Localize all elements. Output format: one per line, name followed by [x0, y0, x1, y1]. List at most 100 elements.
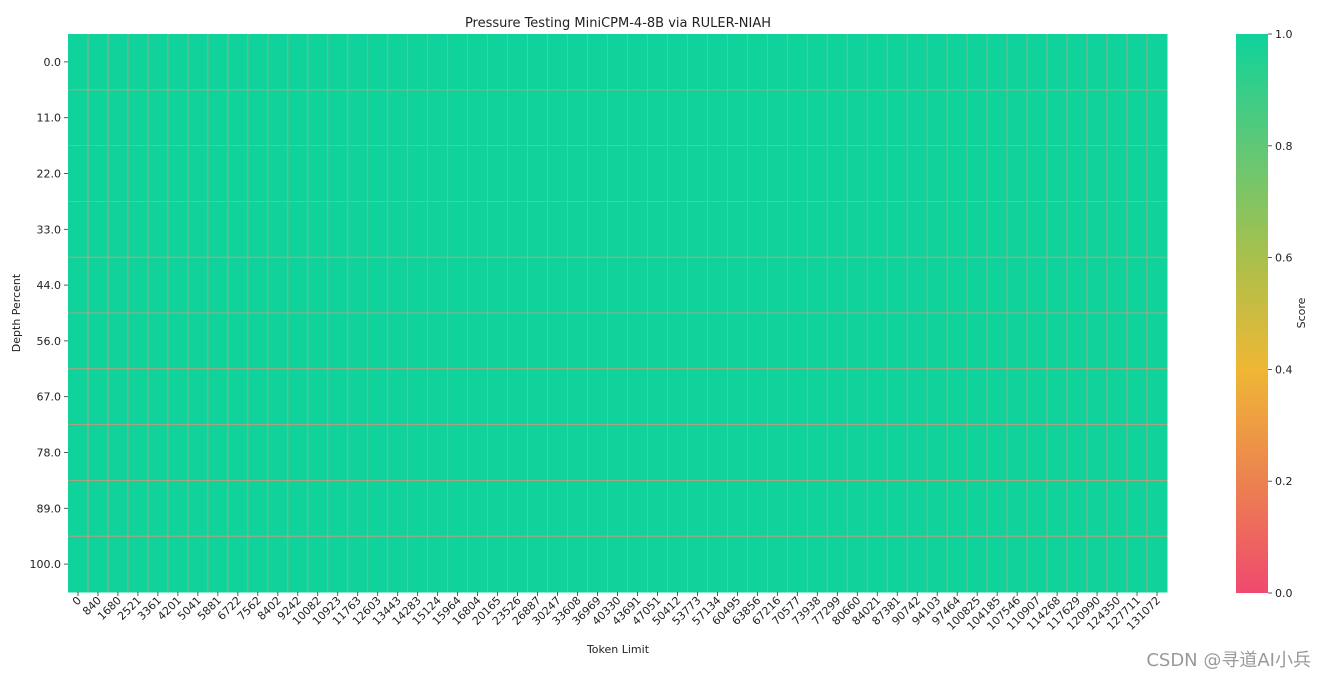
heatmap-cell	[1107, 424, 1128, 481]
heatmap-cell	[647, 424, 668, 481]
heatmap-cell	[367, 145, 389, 202]
heatmap-cell	[1047, 257, 1068, 314]
heatmap-cell	[267, 313, 289, 370]
heatmap-cell	[1027, 536, 1048, 593]
heatmap-cell	[467, 424, 489, 481]
heatmap-cell	[307, 480, 329, 537]
heatmap-cell	[847, 424, 868, 481]
heatmap-cell	[887, 201, 908, 258]
heatmap-cell	[207, 145, 229, 202]
heatmap-cell	[267, 201, 289, 258]
heatmap-cell	[587, 536, 609, 593]
heatmap-cell	[507, 480, 529, 537]
heatmap-cell	[1087, 257, 1108, 314]
heatmap-cell	[187, 368, 209, 426]
heatmap-cell	[127, 424, 149, 481]
heatmap-cell	[907, 34, 928, 91]
heatmap-cell	[1087, 536, 1108, 593]
heatmap-cell	[947, 201, 968, 258]
heatmap-cell	[1007, 536, 1028, 593]
heatmap-cell	[847, 313, 868, 370]
heatmap-cell	[667, 536, 688, 593]
heatmap-cell	[1147, 536, 1168, 593]
heatmap-cell	[1107, 201, 1128, 258]
heatmap-cell	[427, 257, 449, 314]
heatmap-cell	[947, 145, 968, 202]
heatmap-cell	[1027, 368, 1048, 426]
heatmap-cell	[267, 34, 289, 91]
heatmap-cell	[367, 313, 389, 370]
heatmap-cell	[1047, 34, 1068, 91]
heatmap-cell	[1067, 257, 1088, 314]
heatmap-cell	[1007, 368, 1028, 426]
heatmap-cell	[247, 257, 269, 314]
heatmap-cell	[887, 34, 908, 91]
heatmap-cell	[68, 201, 89, 258]
heatmap-cell	[307, 536, 329, 593]
heatmap-cell	[587, 313, 609, 370]
heatmap-cell	[707, 536, 728, 593]
heatmap-cell	[207, 480, 229, 537]
heatmap-cell	[327, 424, 349, 481]
y-tick-label: 78.0	[37, 447, 62, 460]
heatmap-cell	[367, 480, 389, 537]
y-tick-label: 89.0	[37, 502, 62, 515]
heatmap-cell	[867, 313, 888, 370]
heatmap-cell	[767, 536, 788, 593]
heatmap-cell	[707, 89, 728, 147]
heatmap-cell	[1147, 368, 1168, 426]
heatmap-cell	[68, 368, 89, 426]
heatmap-cell	[547, 257, 569, 314]
heatmap-cell	[927, 201, 948, 258]
heatmap-cell	[747, 368, 768, 426]
heatmap-cell	[107, 201, 129, 258]
heatmap-cell	[707, 480, 728, 537]
heatmap-cell	[347, 145, 369, 202]
heatmap-cell	[807, 89, 828, 147]
heatmap-cell	[907, 201, 928, 258]
heatmap-cell	[487, 424, 509, 481]
heatmap-cell	[827, 145, 848, 202]
heatmap-cell	[967, 89, 988, 147]
heatmap-cell	[907, 480, 928, 537]
heatmap-cell	[567, 145, 589, 202]
heatmap-cell	[747, 424, 768, 481]
heatmap-cell	[627, 480, 648, 537]
heatmap-cell	[487, 145, 509, 202]
heatmap-cell	[547, 480, 569, 537]
heatmap-cell	[147, 313, 169, 370]
heatmap-cell	[407, 89, 429, 147]
heatmap-cell	[927, 145, 948, 202]
heatmap-cell	[447, 145, 469, 202]
heatmap-cell	[247, 536, 269, 593]
heatmap-cell	[987, 424, 1008, 481]
heatmap-cell	[847, 480, 868, 537]
heatmap-cell	[967, 536, 988, 593]
y-axis-label: Depth Percent	[10, 273, 23, 352]
heatmap-cell	[667, 34, 688, 91]
heatmap-cell	[387, 34, 409, 91]
heatmap-cell	[1027, 424, 1048, 481]
heatmap-cell	[1127, 424, 1148, 481]
heatmap-cell	[707, 257, 728, 314]
heatmap-cell	[947, 536, 968, 593]
heatmap-cell	[367, 34, 389, 91]
heatmap-cell	[1107, 257, 1128, 314]
heatmap-cell	[1147, 201, 1168, 258]
heatmap-cell	[807, 368, 828, 426]
heatmap-cell	[487, 201, 509, 258]
heatmap-cell	[987, 201, 1008, 258]
y-tick-label: 33.0	[37, 223, 62, 236]
heatmap-cell	[667, 145, 688, 202]
heatmap-cell	[287, 257, 309, 314]
heatmap-cell	[207, 368, 229, 426]
heatmap-cell	[447, 424, 469, 481]
heatmap-cell	[807, 145, 828, 202]
heatmap-cell	[147, 89, 169, 147]
heatmap-cell	[867, 480, 888, 537]
heatmap-cell	[1047, 313, 1068, 370]
heatmap-cell	[1067, 480, 1088, 537]
heatmap-cell	[387, 145, 409, 202]
heatmap-cell	[987, 89, 1008, 147]
heatmap-cell	[547, 201, 569, 258]
